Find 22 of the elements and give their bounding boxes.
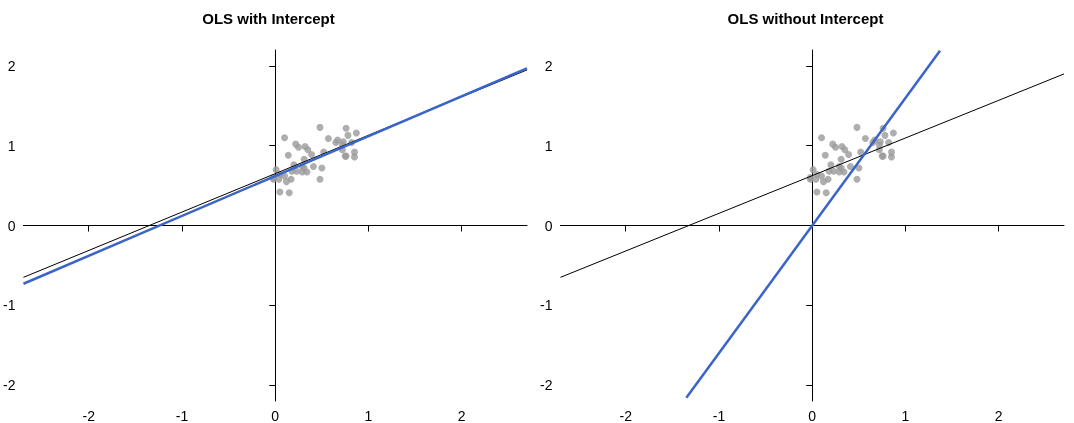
x-tick-label: -2 <box>82 408 96 423</box>
y-tick-label: 2 <box>544 57 553 74</box>
x-tick-label: -1 <box>175 408 189 423</box>
y-tick-label: -1 <box>3 297 16 314</box>
x-tick-label: 1 <box>901 408 910 423</box>
chart-title: OLS with Intercept <box>202 10 335 27</box>
y-tick-label: -1 <box>540 297 553 314</box>
x-tick-label: 1 <box>364 408 373 423</box>
x-tick-label: -2 <box>619 408 633 423</box>
x-tick-label: 0 <box>271 408 280 423</box>
y-tick-label: 0 <box>7 217 16 234</box>
x-tick-label: -1 <box>712 408 726 423</box>
y-tick-label: -2 <box>3 377 16 394</box>
x-tick-label: 0 <box>808 408 817 423</box>
y-tick-label: -2 <box>540 377 553 394</box>
x-tick-label: 2 <box>994 408 1003 423</box>
y-tick-label: 1 <box>544 137 553 154</box>
chart-title: OLS without Intercept <box>727 10 884 27</box>
y-tick-label: 0 <box>544 217 553 234</box>
x-tick-label: 2 <box>457 408 466 423</box>
y-tick-label: 2 <box>7 57 16 74</box>
y-tick-label: 1 <box>7 137 16 154</box>
